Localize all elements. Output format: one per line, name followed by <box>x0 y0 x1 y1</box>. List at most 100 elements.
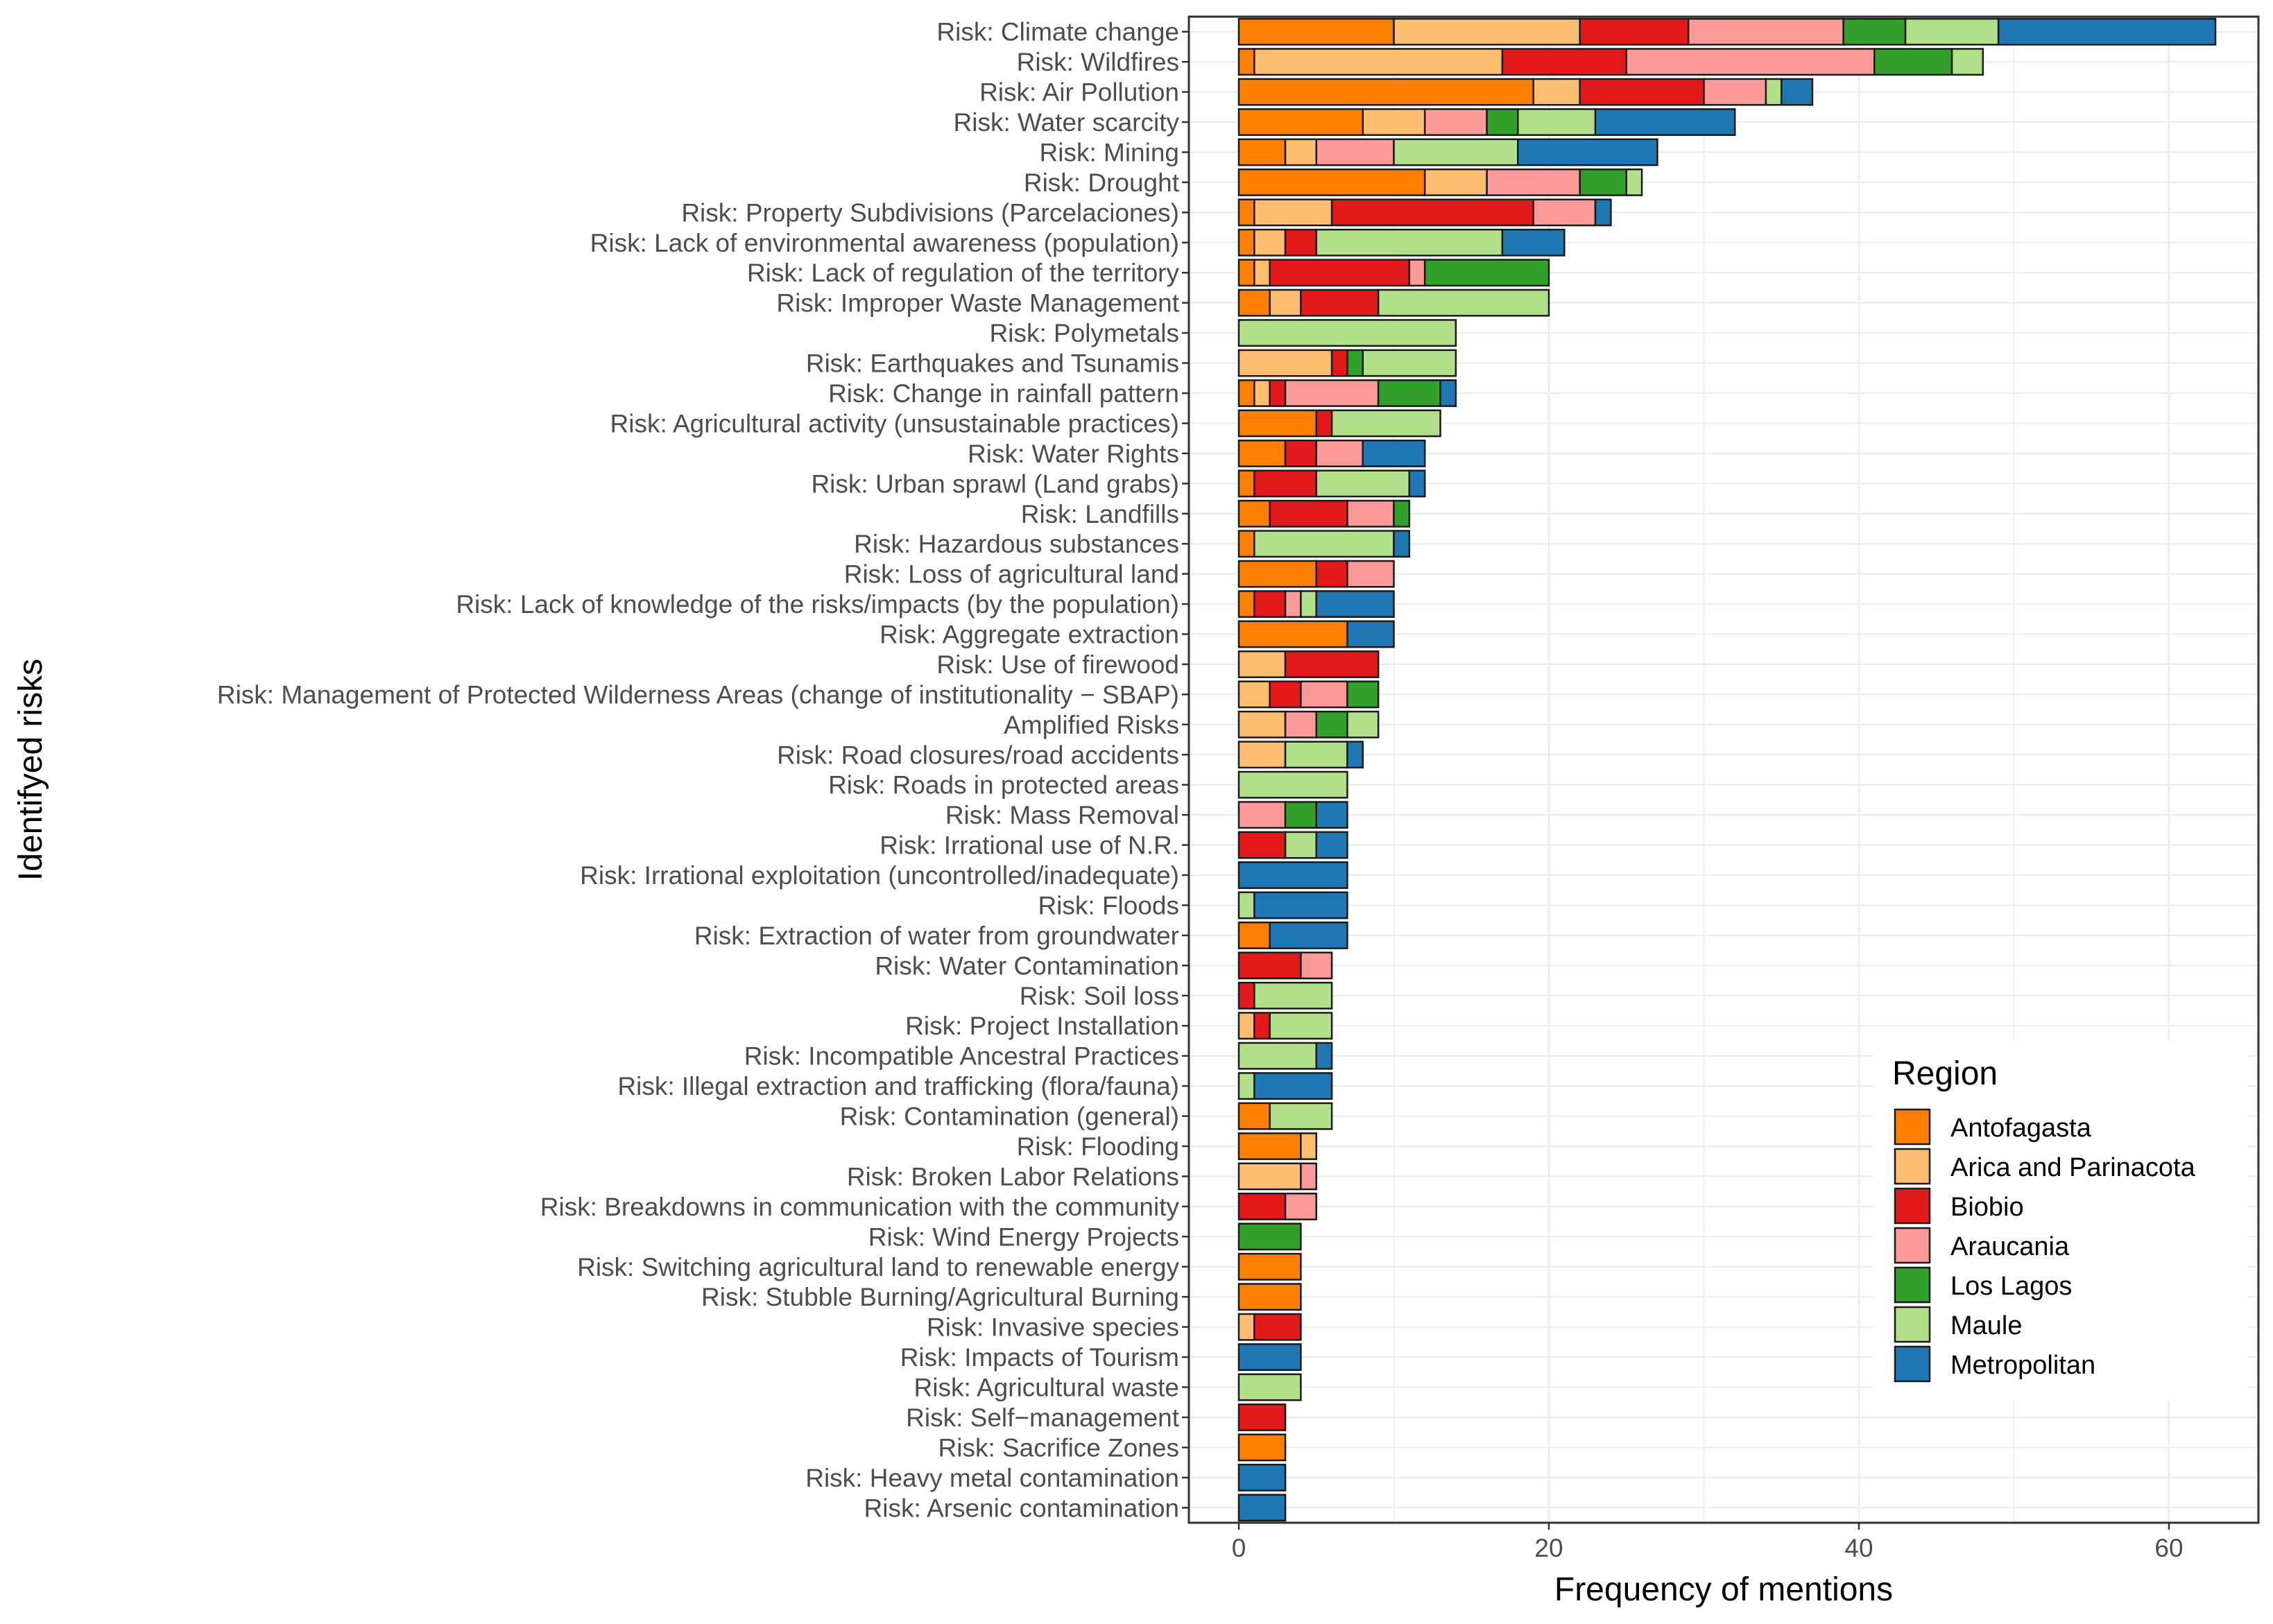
bar-segment <box>1237 138 1287 166</box>
category-label: Risk: Illegal extraction and trafficking… <box>617 1072 1179 1100</box>
bar-segment <box>1284 650 1380 678</box>
bar-segment <box>1237 228 1255 257</box>
bar-segment <box>1315 228 1504 257</box>
bar-segment <box>1253 48 1504 76</box>
category-label: Risk: Mining <box>1040 138 1180 166</box>
bar-segment <box>1423 259 1550 287</box>
bar-segment <box>1950 48 1984 76</box>
bar-segment <box>1625 48 1876 76</box>
category-label: Risk: Switching agricultural land to ren… <box>577 1253 1179 1281</box>
bar-segment <box>1579 168 1627 196</box>
bar-segment <box>1330 349 1348 377</box>
bar-segment <box>1346 620 1395 648</box>
bar-segment <box>1393 17 1581 46</box>
bar-segment <box>1237 1072 1255 1100</box>
legend-swatch <box>1894 1227 1931 1264</box>
bar-segment <box>1532 78 1581 106</box>
bar-segment <box>1284 138 1318 166</box>
bar-segment <box>1237 1012 1255 1040</box>
bar-segment <box>1517 138 1658 166</box>
category-label: Risk: Road closures/road accidents <box>777 741 1179 769</box>
bar-segment <box>1237 801 1287 829</box>
category-label: Risk: Sacrifice Zones <box>938 1433 1180 1462</box>
bar-segment <box>1997 17 2217 46</box>
bar-segment <box>1873 48 1953 76</box>
bar-segment <box>1237 108 1364 136</box>
bar-segment <box>1253 1012 1271 1040</box>
category-label: Amplified Risks <box>1004 711 1179 739</box>
category-label: Risk: Floods <box>1038 891 1179 919</box>
bar-segment <box>1237 1132 1302 1160</box>
bar-segment <box>1237 48 1255 76</box>
legend-swatch <box>1894 1345 1931 1383</box>
bar-segment <box>1423 168 1488 196</box>
bar-segment <box>1253 981 1333 1010</box>
bar-segment <box>1253 1072 1333 1100</box>
bar-segment <box>1284 439 1318 467</box>
x-axis-ticks: 0 20 40 60 <box>1232 1523 2184 1562</box>
bar-segment <box>1532 198 1597 227</box>
bar-segment <box>1237 921 1271 949</box>
legend-swatch <box>1894 1108 1931 1146</box>
category-label: Risk: Climate change <box>936 18 1179 46</box>
bar-segment <box>1237 741 1287 769</box>
category-label: Risk: Irrational exploitation (uncontrol… <box>580 861 1179 890</box>
bar-segment <box>1501 228 1566 257</box>
category-label: Risk: Lack of regulation of the territor… <box>747 259 1180 287</box>
category-label: Risk: Urban sprawl (Land grabs) <box>811 469 1179 498</box>
x-axis-title: Frequency of mentions <box>1554 1571 1893 1608</box>
category-label: Risk: Improper Waste Management <box>776 289 1179 318</box>
bar-segment <box>1346 499 1395 528</box>
bar-segment <box>1315 439 1364 467</box>
bar-segment <box>1315 710 1348 738</box>
x-tick-label: 40 <box>1844 1534 1873 1562</box>
category-label: Risk: Water Contamination <box>875 951 1179 980</box>
category-label: Risk: Breakdowns in communication with t… <box>540 1193 1180 1221</box>
legend-swatch <box>1894 1266 1931 1304</box>
bar-segment <box>1253 1313 1302 1341</box>
bar-segment <box>1237 349 1333 377</box>
bar-segment <box>1439 379 1457 407</box>
bar-segment <box>1237 620 1348 648</box>
category-label: Risk: Aggregate extraction <box>880 621 1179 649</box>
bar-segment <box>1237 259 1255 287</box>
bar-segment <box>1346 349 1364 377</box>
bar-segment <box>1253 228 1287 257</box>
bar-segment <box>1300 590 1318 619</box>
bar-segment <box>1594 108 1736 136</box>
bar-segment <box>1346 741 1364 769</box>
bar-segment <box>1781 78 1814 106</box>
category-label: Risk: Change in rainfall pattern <box>828 379 1179 408</box>
bar-segment <box>1237 530 1255 558</box>
bar-segment <box>1237 1223 1302 1251</box>
bar-segment <box>1300 680 1348 709</box>
bar-segment <box>1346 710 1380 738</box>
category-label: Risk: Drought <box>1024 169 1180 197</box>
category-label: Risk: Impacts of Tourism <box>900 1343 1179 1372</box>
x-tick-label: 20 <box>1534 1534 1563 1562</box>
bar-segment <box>1330 409 1441 438</box>
bar-segment <box>1237 560 1317 588</box>
bar-segment <box>1253 530 1395 558</box>
bar-segment <box>1315 831 1348 859</box>
bar-segment <box>1284 228 1318 257</box>
category-label: Risk: Loss of agricultural land <box>844 560 1179 589</box>
category-label: Risk: Lack of environmental awareness (p… <box>590 229 1179 257</box>
bar-segment <box>1237 379 1255 407</box>
bar-segment <box>1253 891 1348 919</box>
bar-segment <box>1269 1012 1333 1040</box>
bar-segment <box>1315 1042 1333 1070</box>
legend-items: Antofagasta Arica and Parinacota Biobio Ara… <box>1894 1108 2196 1383</box>
bar-segment <box>1300 951 1333 980</box>
legend-swatch <box>1894 1148 1931 1185</box>
bar-segment <box>1315 801 1348 829</box>
bar-segment <box>1253 379 1271 407</box>
legend-label: Maule <box>1950 1311 2023 1340</box>
bar-segment <box>1284 741 1348 769</box>
bar-segment <box>1237 409 1317 438</box>
legend-label: Araucania <box>1950 1232 2070 1261</box>
category-label: Risk: Water scarcity <box>954 108 1180 137</box>
bar-segment <box>1269 1102 1333 1130</box>
bar-segment <box>1300 288 1380 317</box>
